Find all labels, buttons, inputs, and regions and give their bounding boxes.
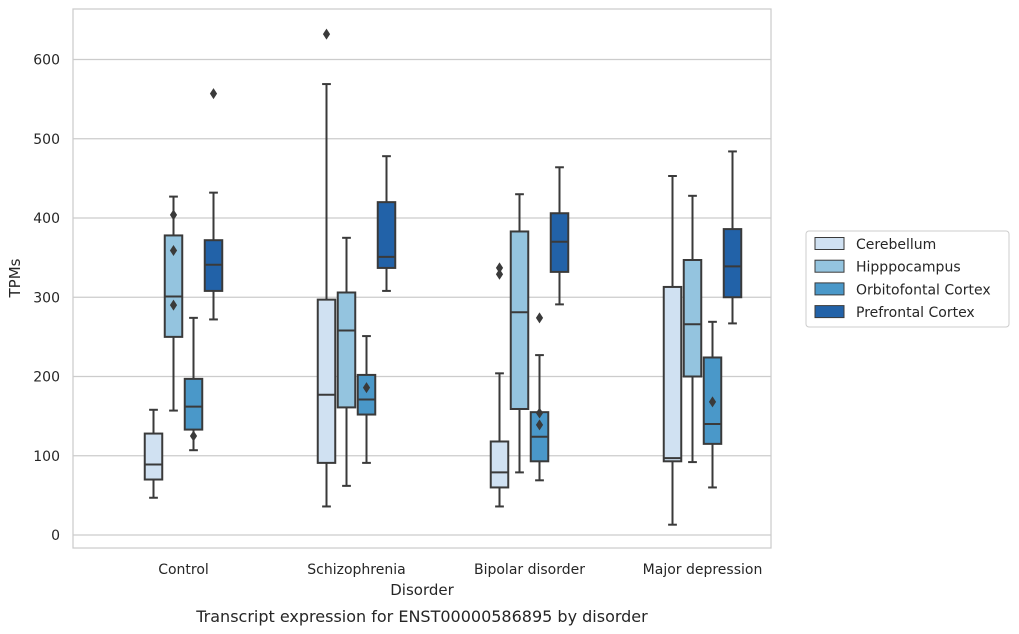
x-axis-title: Disorder <box>390 581 454 599</box>
legend-label: Prefrontal Cortex <box>856 305 975 321</box>
legend-swatch <box>814 305 845 319</box>
legend-swatch <box>814 237 845 250</box>
legend-label: Orbitofontal Cortex <box>856 282 991 298</box>
outlier-point <box>169 299 178 311</box>
y-tick-label: 0 <box>51 528 60 544</box>
gridlines <box>73 58 771 536</box>
outlier-point <box>535 312 544 324</box>
iqr-box <box>183 377 204 431</box>
box-3-3 <box>722 150 743 325</box>
iqr-box <box>722 228 743 299</box>
outlier-point <box>169 244 178 256</box>
outlier-point <box>362 382 371 394</box>
outlier-point <box>189 430 198 442</box>
outlier-point <box>322 28 331 40</box>
legend-label: Hipppocampus <box>856 260 961 276</box>
outlier-point <box>535 407 544 419</box>
x-tick-label: Schizophrenia <box>307 562 405 578</box>
y-tick-label: 600 <box>33 53 60 69</box>
legend: Cerebellum Hipppocampus Orbitofontal Corte… <box>805 230 1010 328</box>
y-tick-label: 500 <box>33 132 60 148</box>
box-1-3 <box>682 194 703 464</box>
box-0-2 <box>489 262 510 508</box>
box-3-0 <box>203 88 224 321</box>
box-1-1 <box>336 236 357 487</box>
iqr-box <box>143 432 164 481</box>
legend-label: Cerebellum <box>856 237 936 253</box>
y-tick-label: 200 <box>33 370 60 386</box>
y-tick-label: 100 <box>33 449 60 465</box>
outlier-point <box>209 88 218 100</box>
iqr-box <box>662 285 683 463</box>
outlier-point <box>495 262 504 274</box>
iqr-box <box>489 440 510 489</box>
legend-frame <box>805 230 1010 328</box>
y-axis-title: TPMs <box>6 258 24 298</box>
legend-swatch <box>814 282 845 296</box>
box-0-0 <box>143 408 164 499</box>
iqr-box <box>336 291 357 409</box>
iqr-box <box>316 298 337 464</box>
x-tick-label: Major depression <box>643 562 763 578</box>
box-1-0 <box>163 195 184 412</box>
box-0-1 <box>316 28 337 508</box>
iqr-box <box>376 201 397 269</box>
box-0-3 <box>662 174 683 526</box>
iqr-box <box>509 230 530 410</box>
iqr-box <box>356 373 377 416</box>
y-axis-ticks: 0 100 200 300 400 500 600 <box>33 53 60 545</box>
legend-swatch <box>814 259 845 273</box>
box-1-2 <box>509 193 530 474</box>
iqr-box <box>682 259 703 378</box>
box-2-2 <box>529 312 550 482</box>
box-3-1 <box>376 155 397 292</box>
boxes <box>143 28 743 526</box>
y-tick-label: 400 <box>33 211 60 227</box>
x-tick-label: Bipolar disorder <box>474 562 585 578</box>
box-2-1 <box>356 335 377 464</box>
outlier-point <box>708 396 717 408</box>
outlier-point <box>535 419 544 431</box>
chart-caption: Transcript expression for ENST0000058689… <box>195 607 648 626</box>
outlier-point <box>169 209 178 221</box>
box-2-0 <box>183 316 204 452</box>
x-axis-ticks: Control Schizophrenia Bipolar disorder Majo… <box>158 562 762 578</box>
box-3-2 <box>549 166 570 306</box>
y-tick-label: 300 <box>33 290 60 306</box>
iqr-box <box>163 234 184 338</box>
outlier-point <box>495 268 504 280</box>
x-tick-label: Control <box>158 562 209 578</box>
box-2-3 <box>702 320 723 489</box>
plot-area-frame <box>72 8 772 549</box>
